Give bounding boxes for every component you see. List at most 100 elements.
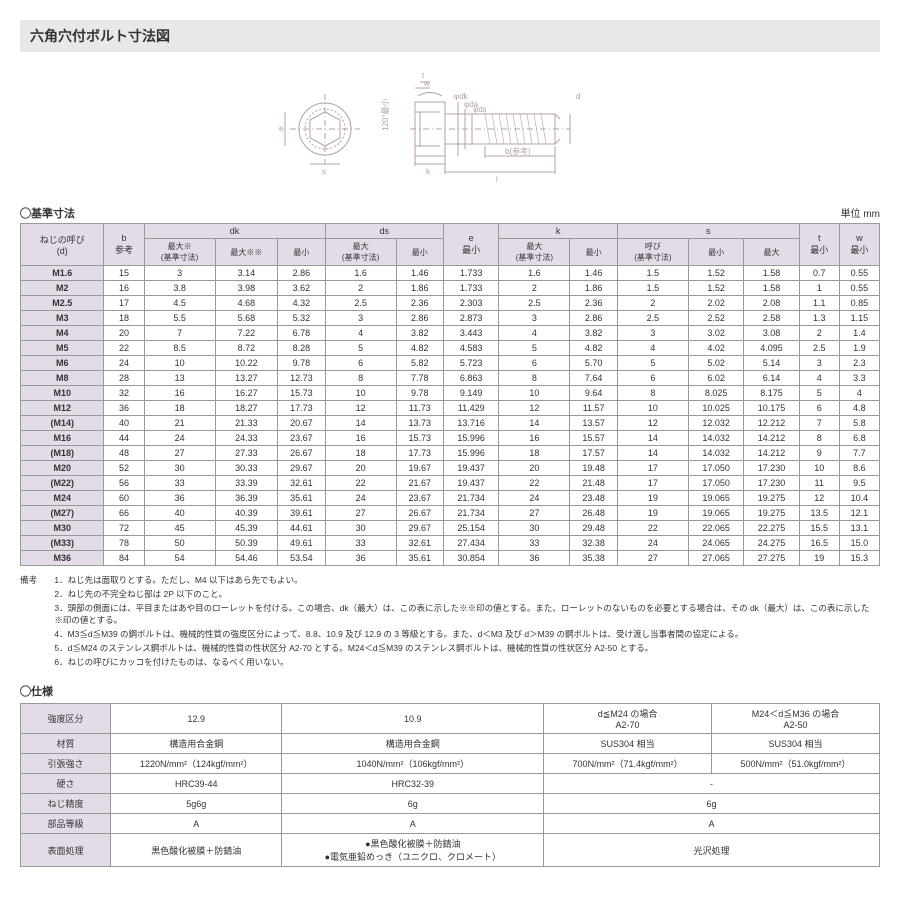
table-cell: 7.78: [396, 371, 443, 386]
table-cell: 17: [104, 296, 144, 311]
table-cell: 5.02: [688, 356, 743, 371]
table-cell: 10: [499, 386, 570, 401]
table-cell: (M33): [21, 536, 104, 551]
table-cell: 3.8: [144, 281, 215, 296]
table-cell: 5.32: [278, 311, 325, 326]
table-cell: 29.67: [278, 461, 325, 476]
table-cell: 23.67: [278, 431, 325, 446]
table-cell: 10: [799, 461, 839, 476]
table-cell: 22: [499, 476, 570, 491]
table-cell: 17: [617, 476, 688, 491]
table-cell: 21.67: [396, 476, 443, 491]
table-cell: 21.734: [443, 506, 498, 521]
table-cell: 13.73: [396, 416, 443, 431]
table-cell: 16.27: [215, 386, 278, 401]
table-cell: 20: [104, 326, 144, 341]
spec-row-header: 部品等級: [21, 814, 111, 834]
table-cell: 10.025: [688, 401, 743, 416]
table-cell: 45: [144, 521, 215, 536]
table-cell: 22.065: [688, 521, 743, 536]
table-cell: 17.73: [278, 401, 325, 416]
table-cell: 18: [325, 446, 396, 461]
table-cell: 33: [144, 476, 215, 491]
table-cell: 78: [104, 536, 144, 551]
table-cell: 18.27: [215, 401, 278, 416]
table-cell: (M18): [21, 446, 104, 461]
table-cell: 27: [144, 446, 215, 461]
table-cell: 17.050: [688, 461, 743, 476]
table-cell: 2.3: [839, 356, 879, 371]
table-cell: 15.73: [396, 431, 443, 446]
table-cell: 3.82: [396, 326, 443, 341]
table-cell: 1: [799, 281, 839, 296]
table-cell: M1.6: [21, 266, 104, 281]
table-cell: 8.025: [688, 386, 743, 401]
table-cell: 23.48: [570, 491, 617, 506]
table-cell: 1.58: [744, 266, 799, 281]
spec-cell: 黒色酸化被膜＋防錆油: [111, 834, 282, 867]
table-cell: 26.48: [570, 506, 617, 521]
table-cell: 14: [617, 431, 688, 446]
table-cell: 2.52: [688, 311, 743, 326]
table-row: (M22)563333.3932.612221.6719.4372221.481…: [21, 476, 880, 491]
spec-cell: A: [111, 814, 282, 834]
table-cell: 40: [104, 416, 144, 431]
table-cell: 2: [499, 281, 570, 296]
table-cell: (M22): [21, 476, 104, 491]
table-cell: 8.6: [839, 461, 879, 476]
table-cell: 4: [499, 326, 570, 341]
table-cell: 4.32: [278, 296, 325, 311]
table-cell: 12.212: [744, 416, 799, 431]
table-row: M36845454.4653.543635.6130.8543635.38272…: [21, 551, 880, 566]
table-cell: 17.230: [744, 461, 799, 476]
table-cell: 15.57: [570, 431, 617, 446]
table-cell: 13.57: [570, 416, 617, 431]
table-cell: 1.52: [688, 266, 743, 281]
spec-cell: 構造用合金鋼: [111, 734, 282, 754]
table-row: M8281313.2712.7387.786.86387.6466.026.14…: [21, 371, 880, 386]
table-cell: M3: [21, 311, 104, 326]
table-cell: M2.5: [21, 296, 104, 311]
table-cell: 6.863: [443, 371, 498, 386]
table-cell: 14: [325, 416, 396, 431]
table-cell: 15.73: [278, 386, 325, 401]
spec-row-header: ねじ精度: [21, 794, 111, 814]
table-cell: 10.175: [744, 401, 799, 416]
th-dk: dk: [144, 224, 325, 239]
table-cell: 21.48: [570, 476, 617, 491]
table-cell: 21.33: [215, 416, 278, 431]
table-cell: 36: [325, 551, 396, 566]
table-cell: 8.72: [215, 341, 278, 356]
table-cell: 4: [839, 386, 879, 401]
table-cell: 14.032: [688, 431, 743, 446]
table-row: M12361818.2717.731211.7311.4291211.57101…: [21, 401, 880, 416]
table-cell: 12: [799, 491, 839, 506]
spec-col-header: d≦M24 の場合A2-70: [544, 704, 712, 734]
table-cell: 9.78: [278, 356, 325, 371]
table-row: M10321616.2715.73109.789.149109.6488.025…: [21, 386, 880, 401]
table-cell: 4.68: [215, 296, 278, 311]
table-row: (M14)402121.3320.671413.7313.7161413.571…: [21, 416, 880, 431]
table-cell: 4: [799, 371, 839, 386]
table-cell: 8.175: [744, 386, 799, 401]
table-cell: 54.46: [215, 551, 278, 566]
table-cell: 3.62: [278, 281, 325, 296]
table-cell: 54: [144, 551, 215, 566]
th-d: ねじの呼び(d): [21, 224, 104, 266]
table-cell: 1.6: [499, 266, 570, 281]
notes-label: 備考: [20, 574, 52, 587]
table-cell: 27.33: [215, 446, 278, 461]
table-cell: 8: [799, 431, 839, 446]
table-cell: 11.73: [396, 401, 443, 416]
table-cell: 33: [325, 536, 396, 551]
table-cell: 23.67: [396, 491, 443, 506]
table-cell: 2: [799, 326, 839, 341]
table-cell: 18: [499, 446, 570, 461]
table-cell: 35.61: [278, 491, 325, 506]
table-cell: 20: [499, 461, 570, 476]
table-cell: 15.0: [839, 536, 879, 551]
table-cell: 12: [325, 401, 396, 416]
table-cell: 1.4: [839, 326, 879, 341]
table-cell: 4.8: [839, 401, 879, 416]
table-cell: (M14): [21, 416, 104, 431]
